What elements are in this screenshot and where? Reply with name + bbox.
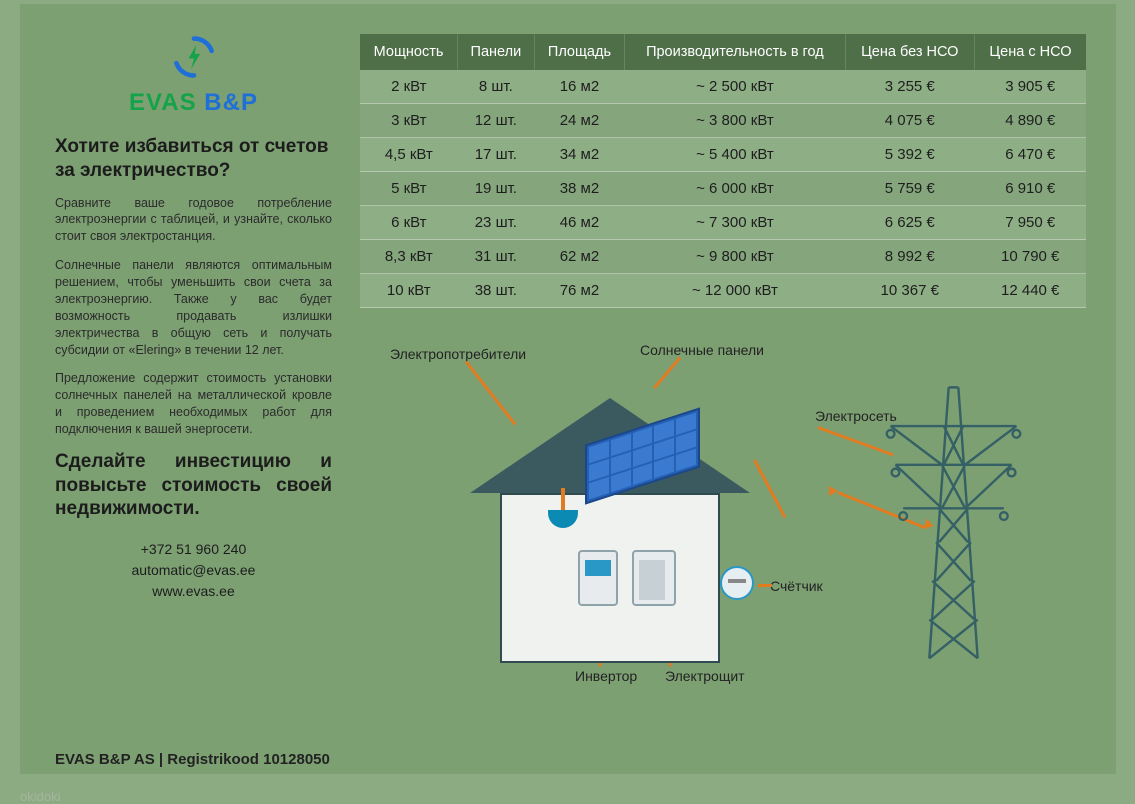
table-cell: 5 кВт: [360, 172, 458, 206]
table-cell: 12 шт.: [458, 104, 535, 138]
table-row: 10 кВт38 шт.76 м2~ 12 000 кВт10 367 €12 …: [360, 274, 1086, 308]
pricing-table: МощностьПанелиПлощадьПроизводительность …: [360, 34, 1086, 308]
table-cell: 4,5 кВт: [360, 138, 458, 172]
table-cell: ~ 7 300 кВт: [625, 206, 845, 240]
phone: +372 51 960 240: [55, 539, 332, 560]
table-cell: 34 м2: [534, 138, 625, 172]
table-cell: 23 шт.: [458, 206, 535, 240]
table-cell: 24 м2: [534, 104, 625, 138]
table-row: 6 кВт23 шт.46 м2~ 7 300 кВт6 625 €7 950 …: [360, 206, 1086, 240]
label-inverter: Инвертор: [575, 668, 637, 684]
label-consumers: Электропотребители: [390, 346, 526, 362]
table-cell: 38 м2: [534, 172, 625, 206]
table-cell: 12 440 €: [974, 274, 1086, 308]
pylon-icon: [876, 368, 1031, 668]
table-row: 5 кВт19 шт.38 м2~ 6 000 кВт5 759 €6 910 …: [360, 172, 1086, 206]
table-cell: 10 кВт: [360, 274, 458, 308]
table-row: 8,3 кВт31 шт.62 м2~ 9 800 кВт8 992 €10 7…: [360, 240, 1086, 274]
paragraph-1: Сравните ваше годовое потребление электр…: [55, 195, 332, 246]
table-cell: 31 шт.: [458, 240, 535, 274]
table-cell: 10 790 €: [974, 240, 1086, 274]
paragraph-2: Солнечные панели являются оптимальным ре…: [55, 257, 332, 358]
brand-evas: EVAS: [129, 89, 197, 116]
wire: [653, 357, 681, 390]
table-cell: 4 075 €: [845, 104, 974, 138]
table-header: Цена без НСО: [845, 34, 974, 70]
table-cell: ~ 2 500 кВт: [625, 70, 845, 104]
table-cell: 6 кВт: [360, 206, 458, 240]
house-illustration: [470, 398, 750, 658]
logo-icon: [171, 34, 217, 80]
table-header: Мощность: [360, 34, 458, 70]
label-meter: Счётчик: [770, 578, 823, 594]
table-cell: ~ 9 800 кВт: [625, 240, 845, 274]
watermark: okidoki: [20, 789, 60, 804]
switchboard-icon: [632, 550, 676, 606]
brand-bp: B&P: [197, 89, 258, 116]
label-switchboard: Электрощит: [665, 668, 745, 684]
table-cell: 3 255 €: [845, 70, 974, 104]
table-cell: ~ 12 000 кВт: [625, 274, 845, 308]
table-header: Цена с НСО: [974, 34, 1086, 70]
meter-icon: [720, 566, 754, 600]
table-cell: ~ 3 800 кВт: [625, 104, 845, 138]
table-cell: 3 905 €: [974, 70, 1086, 104]
website: www.evas.ee: [55, 581, 332, 602]
table-header: Площадь: [534, 34, 625, 70]
table-cell: 8,3 кВт: [360, 240, 458, 274]
table-row: 2 кВт8 шт.16 м2~ 2 500 кВт3 255 €3 905 €: [360, 70, 1086, 104]
table-header: Панели: [458, 34, 535, 70]
label-panels: Солнечные панели: [640, 342, 764, 358]
table-cell: 6 470 €: [974, 138, 1086, 172]
wire: [758, 584, 772, 587]
table-cell: 4 890 €: [974, 104, 1086, 138]
system-diagram: Электропотребители Солнечные панели Элек…: [360, 338, 1086, 698]
inverter-icon: [578, 550, 618, 606]
table-cell: 2 кВт: [360, 70, 458, 104]
arrow-icon: [829, 486, 838, 496]
table-cell: 7 950 €: [974, 206, 1086, 240]
table-cell: 3 кВт: [360, 104, 458, 138]
email: automatic@evas.ee: [55, 560, 332, 581]
table-header: Производительность в год: [625, 34, 845, 70]
cta: Сделайте инвестицию и повысьте стоимость…: [55, 450, 332, 521]
table-cell: 6 910 €: [974, 172, 1086, 206]
table-row: 4,5 кВт17 шт.34 м2~ 5 400 кВт5 392 €6 47…: [360, 138, 1086, 172]
logo: EVAS B&P: [55, 34, 332, 117]
wire: [753, 459, 786, 518]
table-cell: 5 392 €: [845, 138, 974, 172]
table-cell: ~ 5 400 кВт: [625, 138, 845, 172]
table-cell: 8 992 €: [845, 240, 974, 274]
right-column: МощностьПанелиПлощадьПроизводительность …: [350, 4, 1116, 774]
table-cell: 38 шт.: [458, 274, 535, 308]
paragraph-3: Предложение содержит стоимость установки…: [55, 370, 332, 438]
left-column: EVAS B&P Хотите избавиться от счетов за …: [20, 4, 350, 774]
table-cell: 10 367 €: [845, 274, 974, 308]
brand-text: EVAS B&P: [55, 89, 332, 117]
footer-text: EVAS B&P AS | Registrikood 10128050: [55, 751, 330, 768]
table-cell: 8 шт.: [458, 70, 535, 104]
table-row: 3 кВт12 шт.24 м2~ 3 800 кВт4 075 €4 890 …: [360, 104, 1086, 138]
table-cell: 17 шт.: [458, 138, 535, 172]
table-cell: 19 шт.: [458, 172, 535, 206]
table-cell: 6 625 €: [845, 206, 974, 240]
table-cell: 62 м2: [534, 240, 625, 274]
table-cell: 76 м2: [534, 274, 625, 308]
table-cell: 16 м2: [534, 70, 625, 104]
table-cell: 46 м2: [534, 206, 625, 240]
headline: Хотите избавиться от счетов за электриче…: [55, 135, 332, 183]
table-cell: 5 759 €: [845, 172, 974, 206]
table-cell: ~ 6 000 кВт: [625, 172, 845, 206]
contact-block: +372 51 960 240 automatic@evas.ee www.ev…: [55, 539, 332, 602]
